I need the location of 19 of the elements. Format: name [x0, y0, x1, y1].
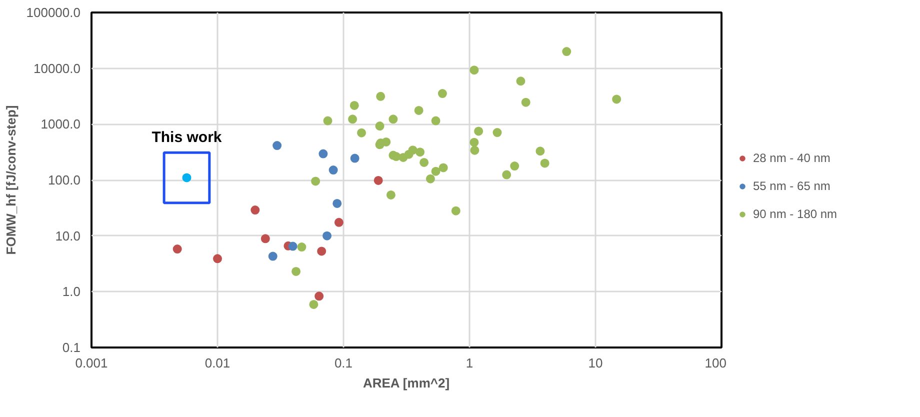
y-tick-label: 100.0: [48, 172, 81, 188]
y-axis-title: FOMW_hf [fJ/conv-step]: [3, 105, 18, 255]
x-tick-label: 100: [704, 356, 727, 370]
y-tick-label: 0.1: [62, 340, 81, 355]
x-tick-label: 0.01: [204, 356, 230, 370]
y-tick-label: 1000.0: [40, 116, 81, 132]
y-tick-label: 100000.0: [26, 5, 81, 20]
annotation: This work: [152, 128, 222, 146]
x-axis-title: AREA [mm^2]: [362, 376, 450, 390]
legend-label: 90 nm - 180 nm: [753, 206, 838, 220]
x-tick-label: 1: [466, 356, 474, 370]
x-tick-label: 10: [588, 356, 603, 370]
y-tick-label: 10000.0: [34, 60, 81, 76]
legend-label: 28 nm - 40 nm: [753, 150, 830, 164]
x-tick-label: 0.1: [334, 356, 353, 370]
y-tick-label: 10.0: [55, 228, 81, 244]
x-tick-label: 0.001: [75, 356, 108, 370]
y-tick-label: 1.0: [62, 284, 81, 300]
legend-label: 55 nm - 65 nm: [753, 178, 830, 192]
